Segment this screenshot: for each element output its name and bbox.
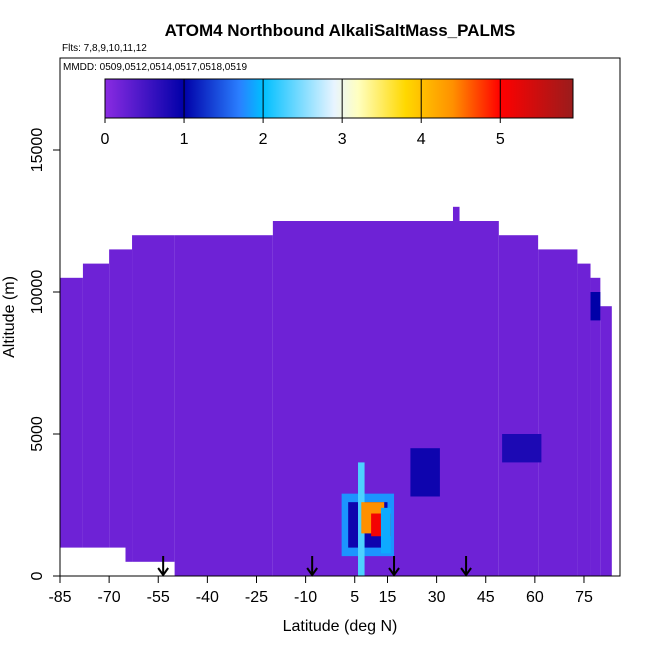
data-cell [410,448,440,497]
arrow-head [306,567,318,577]
data-cell [60,277,83,548]
data-cell [498,235,539,577]
flight-marker [157,556,169,577]
y-tick-label: 5000 [29,416,46,452]
y-tick-label: 0 [29,571,46,580]
colorbar-tick-label: 5 [496,131,505,148]
colorbar-tick-label: 4 [417,131,426,148]
x-tick-label: -25 [245,589,268,606]
x-tick-label: -70 [98,589,121,606]
arrow-head [157,567,169,577]
dates: MMDD: 0509,0512,0514,0517,0518,0519 [63,62,247,73]
x-tick-label: 75 [575,589,593,606]
plot-frame [59,57,621,577]
flight-marker [388,556,400,577]
chart-title: ATOM4 Northbound AlkaliSaltMass_PALMS [165,21,516,40]
y-tick-label: 15000 [29,128,46,173]
x-tick-label: 5 [350,589,359,606]
x-tick-label: -40 [196,589,219,606]
data-cell [502,434,542,463]
x-axis-label: Latitude (deg N) [283,618,398,635]
data-cell [125,249,133,562]
data-cell [600,306,612,576]
colorbar [104,78,574,119]
data-cell [577,263,591,576]
colorbar-tick-label: 1 [180,131,189,148]
x-tick-label: 15 [379,589,397,606]
x-tick-label: -10 [294,589,317,606]
data-cell [174,235,273,577]
data-cell [109,249,126,548]
x-tick-label: 45 [477,589,495,606]
data-cell [590,277,601,576]
data-cell [82,263,110,548]
data-cell [452,206,460,222]
x-tick-label: -85 [48,589,71,606]
x-tick-label: 60 [526,589,544,606]
data-cell [538,249,578,576]
colorbar-tick-label: 2 [259,131,268,148]
x-tick-label: 30 [428,589,446,606]
colorbar-tick-label: 3 [338,131,347,148]
y-axis-label: Altitude (m) [1,276,18,358]
data-cell [132,235,175,562]
flight-marker [306,556,318,577]
x-tick-label: -55 [147,589,170,606]
data-cell [380,507,391,554]
arrow-head [460,567,472,577]
data-cell [590,292,601,321]
flights: Flts: 7,8,9,10,11,12 [62,43,147,54]
flight-marker [460,556,472,577]
arrow-head [388,567,400,577]
colorbar-tick-label: 0 [101,131,110,148]
y-tick-label: 10000 [29,270,46,315]
